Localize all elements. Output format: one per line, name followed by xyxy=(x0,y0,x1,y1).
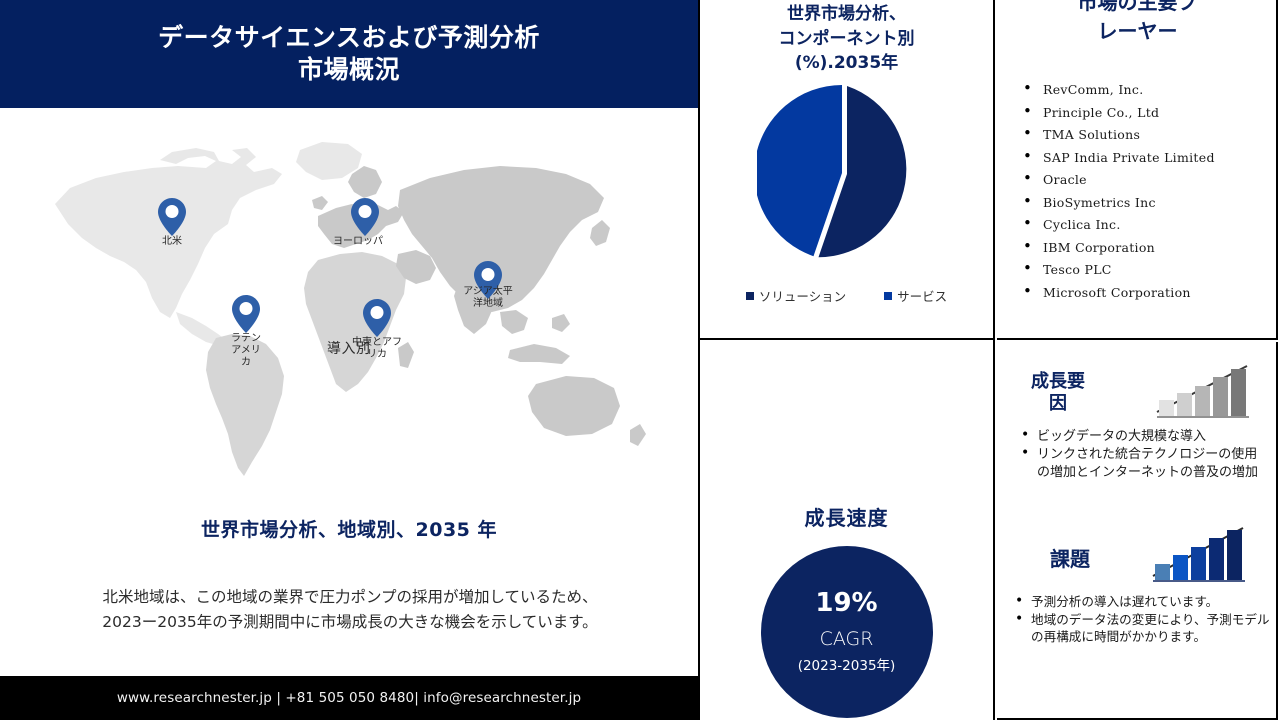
pie-chart-legend: ソリューション サービス xyxy=(700,286,993,305)
list-item: SAP India Private Limited xyxy=(1019,147,1269,165)
list-item: BioSymetrics Inc xyxy=(1019,192,1269,210)
region-uk xyxy=(312,196,328,210)
cagr-panel-title: 成長速度 xyxy=(804,506,889,530)
pie-chart xyxy=(753,84,937,269)
region-greenland xyxy=(296,142,362,180)
pie-title-line1: 世界市場分析、 xyxy=(787,4,906,24)
region-southeast-asia xyxy=(500,310,528,334)
players-title-line2: レーヤー xyxy=(1097,19,1178,43)
page-title-line2: 市場概況 xyxy=(297,55,400,84)
region-indonesia xyxy=(508,344,570,364)
region-japan xyxy=(590,220,610,246)
map-pin-label: ラテン アメリ カ xyxy=(231,333,261,368)
list-item: Principle Co., Ltd xyxy=(1019,102,1269,120)
region-philippines xyxy=(552,314,570,332)
cagr-years: (2023-2035年) xyxy=(797,658,896,675)
growth-drivers-list: ビッグデータの大規模な導入 リンクされた統合テクノロジーの使用の増加とインターネ… xyxy=(1017,426,1269,482)
map-pin-icon xyxy=(363,299,391,337)
world-map-svg xyxy=(55,142,646,476)
list-item: Cyclica Inc. xyxy=(1019,214,1269,232)
challenges-title: 課題 xyxy=(1050,546,1090,571)
pie-title-line2: コンポーネント別 xyxy=(778,28,915,49)
list-item: 予測分析の導入は遅れています。 xyxy=(1011,592,1275,611)
list-item: RevComm, Inc. xyxy=(1019,79,1269,97)
pie-slice-services[interactable] xyxy=(753,85,842,257)
region-central-america xyxy=(176,312,226,346)
right-column: 市場の主要プ レーヤー RevComm, Inc. Principle Co.,… xyxy=(997,0,1280,720)
growth-title-line2: 因 xyxy=(1049,393,1067,414)
left-panel: データサイエンスおよび予測分析 市場概況 xyxy=(0,0,700,720)
pie-chart-title: 世界市場分析、 コンポーネント別 (%).2035年 xyxy=(700,2,993,76)
map-pin-icon xyxy=(232,295,260,333)
pie-chart-panel: 世界市場分析、 コンポーネント別 (%).2035年 ソリューション xyxy=(700,0,993,340)
region-north-america xyxy=(55,148,282,318)
map-pin-icon xyxy=(158,198,186,236)
list-item: リンクされた統合テクノロジーの使用の増加とインターネットの普及の増加 xyxy=(1017,444,1269,481)
map-pin-label: ヨーロッパ xyxy=(333,236,383,247)
world-map: 北米 ヨーロッパ アジア太平 洋地域 xyxy=(0,112,698,510)
map-overlay-label: 導入別 xyxy=(327,341,371,357)
footer-text: www.researchnester.jp | +81 505 050 8480… xyxy=(116,690,582,706)
legend-label: ソリューション xyxy=(758,289,847,304)
growth-bar-chart-icon xyxy=(1156,365,1249,418)
legend-swatch-icon xyxy=(884,291,893,300)
drivers-challenges-panel: 成長要 因 ビッグデータの大規模な導入 リンクされた統合テクノロジーの使用の増加… xyxy=(997,342,1278,720)
map-pin-label: アジア太平 洋地域 xyxy=(463,286,513,309)
growth-drivers-title: 成長要 因 xyxy=(1021,371,1095,416)
region-south-america xyxy=(206,334,284,476)
list-item: Microsoft Corporation xyxy=(1019,282,1269,300)
map-pin-asia-pacific[interactable]: アジア太平 洋地域 xyxy=(463,260,513,310)
legend-label: サービス xyxy=(897,289,948,304)
challenges-header: 課題 xyxy=(1033,527,1247,586)
region-asia xyxy=(398,166,604,312)
list-item: 地域のデータ法の変更により、予測モデルの再構成に時間がかかります。 xyxy=(1011,610,1275,646)
contact-footer: www.researchnester.jp | +81 505 050 8480… xyxy=(0,676,698,720)
list-item: Tesco PLC xyxy=(1019,259,1269,277)
legend-swatch-icon xyxy=(745,291,754,300)
challenges-list: 予測分析の導入は遅れています。 地域のデータ法の変更により、予測モデルの再構成に… xyxy=(1011,592,1275,647)
region-new-zealand xyxy=(630,424,646,446)
map-pin-icon xyxy=(474,261,502,299)
list-item: IBM Corporation xyxy=(1019,237,1269,255)
legend-item-solutions[interactable]: ソリューション xyxy=(745,286,847,305)
map-pin-label: 中東とアフ リカ xyxy=(352,337,402,360)
map-pin-label: 北米 xyxy=(162,236,182,247)
cagr-circle: 19% CAGR (2023-2035年) xyxy=(760,546,933,718)
region-scandinavia xyxy=(348,166,382,198)
growth-drivers-header: 成長要 因 xyxy=(1021,364,1251,422)
key-players-list: RevComm, Inc. Principle Co., Ltd TMA Sol… xyxy=(1019,79,1269,307)
key-players-panel: 市場の主要プ レーヤー RevComm, Inc. Principle Co.,… xyxy=(997,0,1278,340)
region-australia xyxy=(528,376,620,436)
players-title-line1: 市場の主要プ xyxy=(1077,0,1198,14)
page-title-line1: データサイエンスおよび予測分析 xyxy=(158,23,540,52)
map-pin-middle-east-africa[interactable]: 中東とアフ リカ xyxy=(352,298,402,361)
title-bar: データサイエンスおよび予測分析 市場概況 xyxy=(0,0,698,108)
map-pin-latin-america[interactable]: ラテン アメリ カ xyxy=(226,294,266,368)
map-pin-north-america[interactable]: 北米 xyxy=(152,197,192,248)
region-middle-east xyxy=(396,250,436,284)
map-pin-europe[interactable]: ヨーロッパ xyxy=(333,197,385,248)
list-item: Oracle xyxy=(1019,169,1269,187)
pie-slice-solutions[interactable] xyxy=(818,86,906,258)
region-india xyxy=(454,282,494,334)
middle-column: 世界市場分析、 コンポーネント別 (%).2035年 ソリューション xyxy=(700,0,995,720)
cagr-label: CAGR xyxy=(819,627,874,650)
cagr-panel: 成長速度 19% CAGR (2023-2035年) xyxy=(700,342,993,720)
list-item: ビッグデータの大規模な導入 xyxy=(1017,426,1269,445)
list-item: TMA Solutions xyxy=(1019,124,1269,142)
growth-title-line1: 成長要 xyxy=(1031,370,1085,392)
map-caption: 世界市場分析、地域別、2035 年 xyxy=(201,519,497,541)
region-africa xyxy=(304,252,406,392)
map-description: 北米地域は、この地域の業界で圧力ポンプの採用が増加しているため、2023ー203… xyxy=(102,588,598,631)
pie-chart-svg xyxy=(753,85,906,258)
region-madagascar xyxy=(398,342,414,368)
cagr-percent: 19% xyxy=(815,587,878,618)
pie-title-line3: (%).2035年 xyxy=(794,53,899,74)
map-pin-icon xyxy=(351,198,379,236)
key-players-title: 市場の主要プ レーヤー xyxy=(997,0,1278,46)
legend-item-services[interactable]: サービス xyxy=(884,286,947,305)
challenges-bar-chart-icon xyxy=(1152,527,1245,582)
